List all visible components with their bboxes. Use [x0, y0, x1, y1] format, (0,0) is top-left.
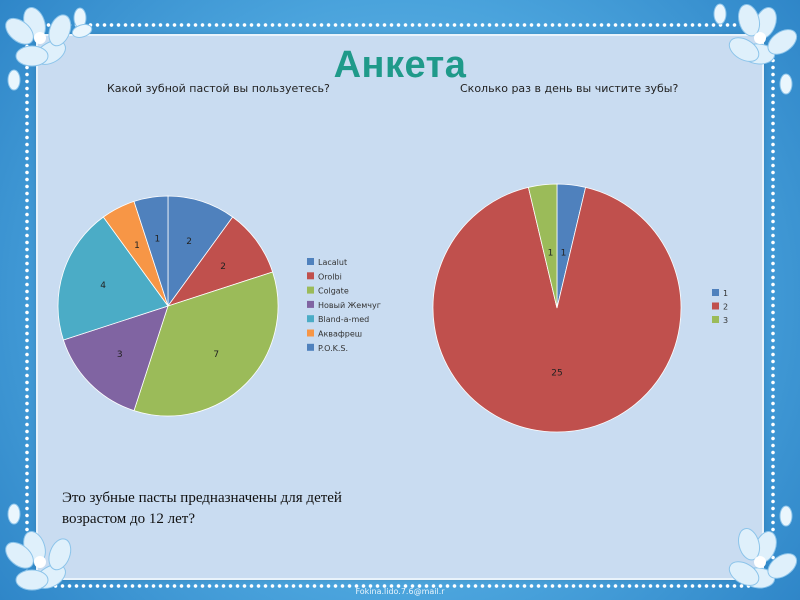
legend-label-2-3: 3: [723, 316, 728, 325]
legend-swatch-2-3: [712, 316, 719, 323]
pie-data-label-2-3: 1: [548, 249, 554, 259]
pie-data-label-1-4: 3: [117, 350, 123, 360]
legend-swatch-2-1: [712, 289, 719, 296]
pie-slice-2-3: [527, 183, 558, 309]
pie-slice-2-2: [432, 186, 682, 433]
legend-swatch-1-5: [307, 315, 314, 323]
flower-decoration-top-left: [5, 7, 93, 91]
pie-data-label-2-1: 1: [561, 249, 567, 259]
flower-decoration-bottom-right: [728, 505, 798, 589]
legend-swatch-2-2: [712, 302, 719, 310]
legend-label-1-3: Colgate: [318, 287, 349, 296]
pie-slice-1-3: [133, 271, 279, 417]
legend-swatch-1-7: [307, 343, 314, 351]
pie-data-label-1-3: 7: [213, 350, 219, 360]
dotted-border-left: [22, 36, 32, 578]
pie-chart-1: 2 2 7 3 4 1 1: [57, 195, 279, 417]
legend-label-1-6: Аквафреш: [318, 330, 362, 339]
pie-slice-1-7: [133, 195, 169, 307]
question-note: Это зубные пасты предназначены для детей…: [62, 490, 342, 527]
pie-slice-1-4: [62, 305, 169, 412]
legend-label-1-2: Orolbi: [318, 272, 342, 281]
dotted-border-top: [38, 20, 762, 30]
pie-data-label-1-2: 2: [220, 262, 226, 272]
legend-label-1-4: Новый Жемчуг: [318, 301, 381, 310]
legend-label-2-2: 2: [723, 303, 728, 312]
legend-1: Lacalut Orolbi Colgate Новый Жемчуг Bland-a-…: [307, 258, 381, 353]
legend-label-1-7: P.O.K.S.: [318, 344, 348, 353]
legend-label-2-1: 1: [723, 289, 728, 298]
pie-slice-1-5: [57, 216, 169, 341]
legend-label-1-1: Lacalut: [318, 258, 347, 267]
legend-swatch-1-4: [307, 300, 314, 308]
legend-swatch-1-2: [307, 272, 314, 280]
legend-swatch-1-1: [307, 258, 314, 265]
footer-email: Fokina.lido.7.6@mail.r: [355, 587, 445, 596]
chart-2-title: Сколько раз в день вы чистите зубы?: [460, 82, 679, 95]
flower-decoration-bottom-left: [5, 503, 72, 591]
pie-data-label-1-1: 2: [186, 237, 192, 247]
legend-swatch-1-6: [307, 329, 314, 337]
chart-1-title: Какой зубной пастой вы пользуетесь?: [107, 82, 330, 95]
legend-swatch-1-3: [307, 286, 314, 294]
dotted-border-bottom: [38, 581, 762, 591]
pie-data-label-1-5: 4: [100, 281, 106, 291]
pie-data-label-1-6: 1: [134, 241, 140, 251]
pie-data-label-2-2: 25: [551, 368, 562, 378]
slide-title: Анкета: [333, 44, 467, 86]
pie-chart-2: 1 25 1: [432, 183, 682, 433]
dotted-border-right: [768, 36, 778, 578]
pie-data-label-1-7: 1: [154, 235, 160, 245]
legend-label-1-5: Bland-a-med: [318, 315, 369, 324]
legend-2: 1 2 3: [712, 289, 728, 325]
flower-decoration-top-right: [713, 3, 798, 95]
